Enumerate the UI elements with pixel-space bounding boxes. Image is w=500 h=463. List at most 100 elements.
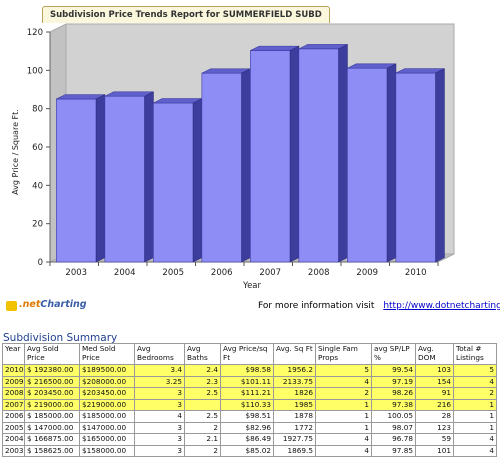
table-cell: $110.33	[220, 398, 274, 411]
x-tick-label: 2009	[356, 268, 378, 278]
table-cell: 1826	[273, 387, 316, 400]
table-cell: 2006	[2, 410, 25, 423]
table-cell: $165000.00	[79, 433, 135, 446]
table-row: 2010 $ 192380.00 $189500.00 3.4 2.4 $98.58 195…	[2, 364, 497, 377]
table-cell: 1878	[273, 410, 316, 423]
table-cell: $ 216500.00	[24, 375, 80, 388]
column-header: Total # Listings	[453, 343, 497, 365]
x-tick-label: 2004	[114, 268, 136, 278]
column-header: Year	[2, 343, 25, 365]
bar-side	[289, 45, 300, 263]
x-tick-label: 2006	[211, 268, 233, 278]
table-cell: 2	[315, 387, 372, 400]
bar-side	[192, 98, 203, 263]
table-cell: 103	[415, 364, 454, 377]
table-cell: 2003	[2, 444, 25, 457]
table-cell: $185000.00	[79, 410, 135, 423]
y-axis-label: Avg Price / Square Ft.	[11, 109, 20, 195]
info-text: For more information visit http://www.do…	[258, 301, 500, 311]
table-cell: 59	[415, 433, 454, 446]
table-cell: 2004	[2, 433, 25, 446]
x-tick-label: 2010	[405, 268, 427, 278]
table-cell: 4	[315, 375, 372, 388]
table-cell: 5	[453, 364, 497, 377]
column-header: Avg. DOM	[415, 343, 454, 365]
bar-chart: 0 20 40 60 80 100 120 Avg Price / Square Ft. 200…	[11, 23, 455, 291]
table-cell: 98.07	[371, 421, 416, 434]
table-cell: 3	[134, 398, 185, 411]
table-cell: 2	[453, 387, 497, 400]
y-tick-label: 0	[38, 258, 43, 268]
table-cell: 96.78	[371, 433, 416, 446]
table-cell	[184, 398, 221, 411]
bar	[347, 67, 388, 263]
column-header: Avg Sold Price	[24, 343, 80, 365]
x-tick-label: 2008	[308, 268, 330, 278]
summary-table: Year Avg Sold Price Med Sold Price Avg Bedr…	[2, 343, 497, 457]
y-tick-label: 80	[32, 105, 43, 115]
table-cell: 4	[315, 444, 372, 457]
table-cell: 1	[453, 421, 497, 434]
table-cell: 98.26	[371, 387, 416, 400]
table-cell: $158000.00	[79, 444, 135, 457]
table-cell: $86.49	[220, 433, 274, 446]
column-header: Avg. Sq Ft	[273, 343, 316, 365]
table-cell: 4	[453, 433, 497, 446]
table-row: 2008 $ 203450.00 $203450.00 3 2.5 $111.21 1826…	[2, 387, 497, 400]
bar-side	[338, 43, 348, 263]
bar	[250, 50, 291, 263]
table-cell: $98.58	[220, 364, 274, 377]
bar-side	[386, 63, 397, 263]
table-cell: 3	[134, 387, 185, 400]
dotnetcharting-logo: .netCharting	[6, 298, 92, 314]
logo-text: .netCharting	[19, 299, 87, 310]
table-cell: 28	[415, 410, 454, 423]
x-axis-label: Year	[242, 281, 262, 291]
bar-side	[435, 68, 445, 263]
price-trends-chart: 0 20 40 60 80 100 120 Avg Price / Square Ft. 200…	[11, 6, 455, 291]
table-cell: $ 219000.00	[24, 398, 80, 411]
table-cell: 91	[415, 387, 454, 400]
table-cell: 1	[315, 421, 372, 434]
y-tick-label: 60	[32, 143, 43, 153]
y-tick-label: 120	[27, 28, 43, 38]
table-cell: 1985	[273, 398, 316, 411]
table-cell: 2007	[2, 398, 25, 411]
bar	[201, 72, 242, 263]
info-link[interactable]: http://www.dotnetcharting.com	[383, 301, 500, 311]
y-tick-label: 40	[32, 181, 43, 191]
bar-side	[241, 68, 251, 263]
table-cell: $ 185000.00	[24, 410, 80, 423]
table-cell: 4	[134, 410, 185, 423]
table-cell: 123	[415, 421, 454, 434]
table-cell: 101	[415, 444, 454, 457]
bar	[395, 72, 436, 263]
table-cell: 216	[415, 398, 454, 411]
table-cell: 3	[134, 421, 185, 434]
bar	[104, 95, 145, 263]
table-row: 2009 $ 216500.00 $208000.00 3.25 2.3 $101.11 2…	[2, 375, 497, 388]
table-cell: 1869.5	[273, 444, 316, 457]
charting-credit-row: .netCharting For more information visit …	[0, 298, 500, 316]
table-cell: $189500.00	[79, 364, 135, 377]
table-row: 2003 $ 158625.00 $158000.00 3 2 $85.02 1869.5 4…	[2, 444, 497, 457]
bar-side	[95, 94, 106, 263]
x-tick-label: 2003	[65, 268, 87, 278]
table-cell: 99.54	[371, 364, 416, 377]
table-cell: $ 158625.00	[24, 444, 80, 457]
column-header: Avg Price/sq Ft	[220, 343, 274, 365]
table-cell: 1956.2	[273, 364, 316, 377]
table-row: 2007 $ 219000.00 $219000.00 3 $110.33 1985 1 97…	[2, 398, 497, 411]
table-cell: $208000.00	[79, 375, 135, 388]
column-header: Med Sold Price	[79, 343, 135, 365]
table-cell: 5	[315, 364, 372, 377]
table-cell: 1	[453, 398, 497, 411]
table-cell: $ 192380.00	[24, 364, 80, 377]
bar	[153, 102, 194, 263]
table-cell: 100.05	[371, 410, 416, 423]
table-cell: 2	[184, 444, 221, 457]
table-cell: 2.3	[184, 375, 221, 388]
table-cell: $219000.00	[79, 398, 135, 411]
x-tick-label: 2005	[162, 268, 184, 278]
table-cell: 1772	[273, 421, 316, 434]
